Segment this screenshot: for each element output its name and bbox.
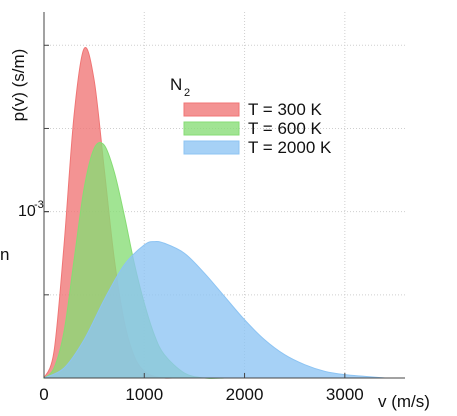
legend-swatch-2000k	[183, 140, 240, 155]
y-tick-exponent: -3	[34, 199, 44, 211]
legend-label-600k: T = 600 K	[248, 119, 323, 138]
x-tick-label: 2000	[226, 385, 264, 404]
x-tick-label: 1000	[125, 385, 163, 404]
axis-tick-labels: 0 1000 2000 3000	[39, 385, 363, 404]
area-2000k	[43, 240, 385, 379]
x-tick-label: 0	[39, 385, 48, 404]
legend-label-2000k: T = 2000 K	[248, 138, 332, 157]
legend-label-300k: T = 300 K	[248, 100, 323, 119]
y-tick-label: 10 -3	[18, 199, 44, 220]
legend: N 2 T = 300 KT = 600 KT = 2000 K	[170, 75, 332, 157]
y-tick-base: 10	[18, 203, 36, 220]
distribution-areas	[42, 46, 385, 379]
stray-glyph: n	[0, 245, 9, 264]
axes	[43, 12, 405, 379]
x-tick-label: 3000	[326, 385, 364, 404]
y-axis-label: p(v) (s/m)	[9, 49, 28, 122]
legend-title-subscript: 2	[184, 87, 190, 99]
legend-swatch-600k	[183, 121, 240, 136]
legend-title: N	[170, 75, 182, 94]
legend-swatch-300k	[183, 102, 240, 117]
x-axis-label: v (m/s)	[378, 392, 430, 411]
